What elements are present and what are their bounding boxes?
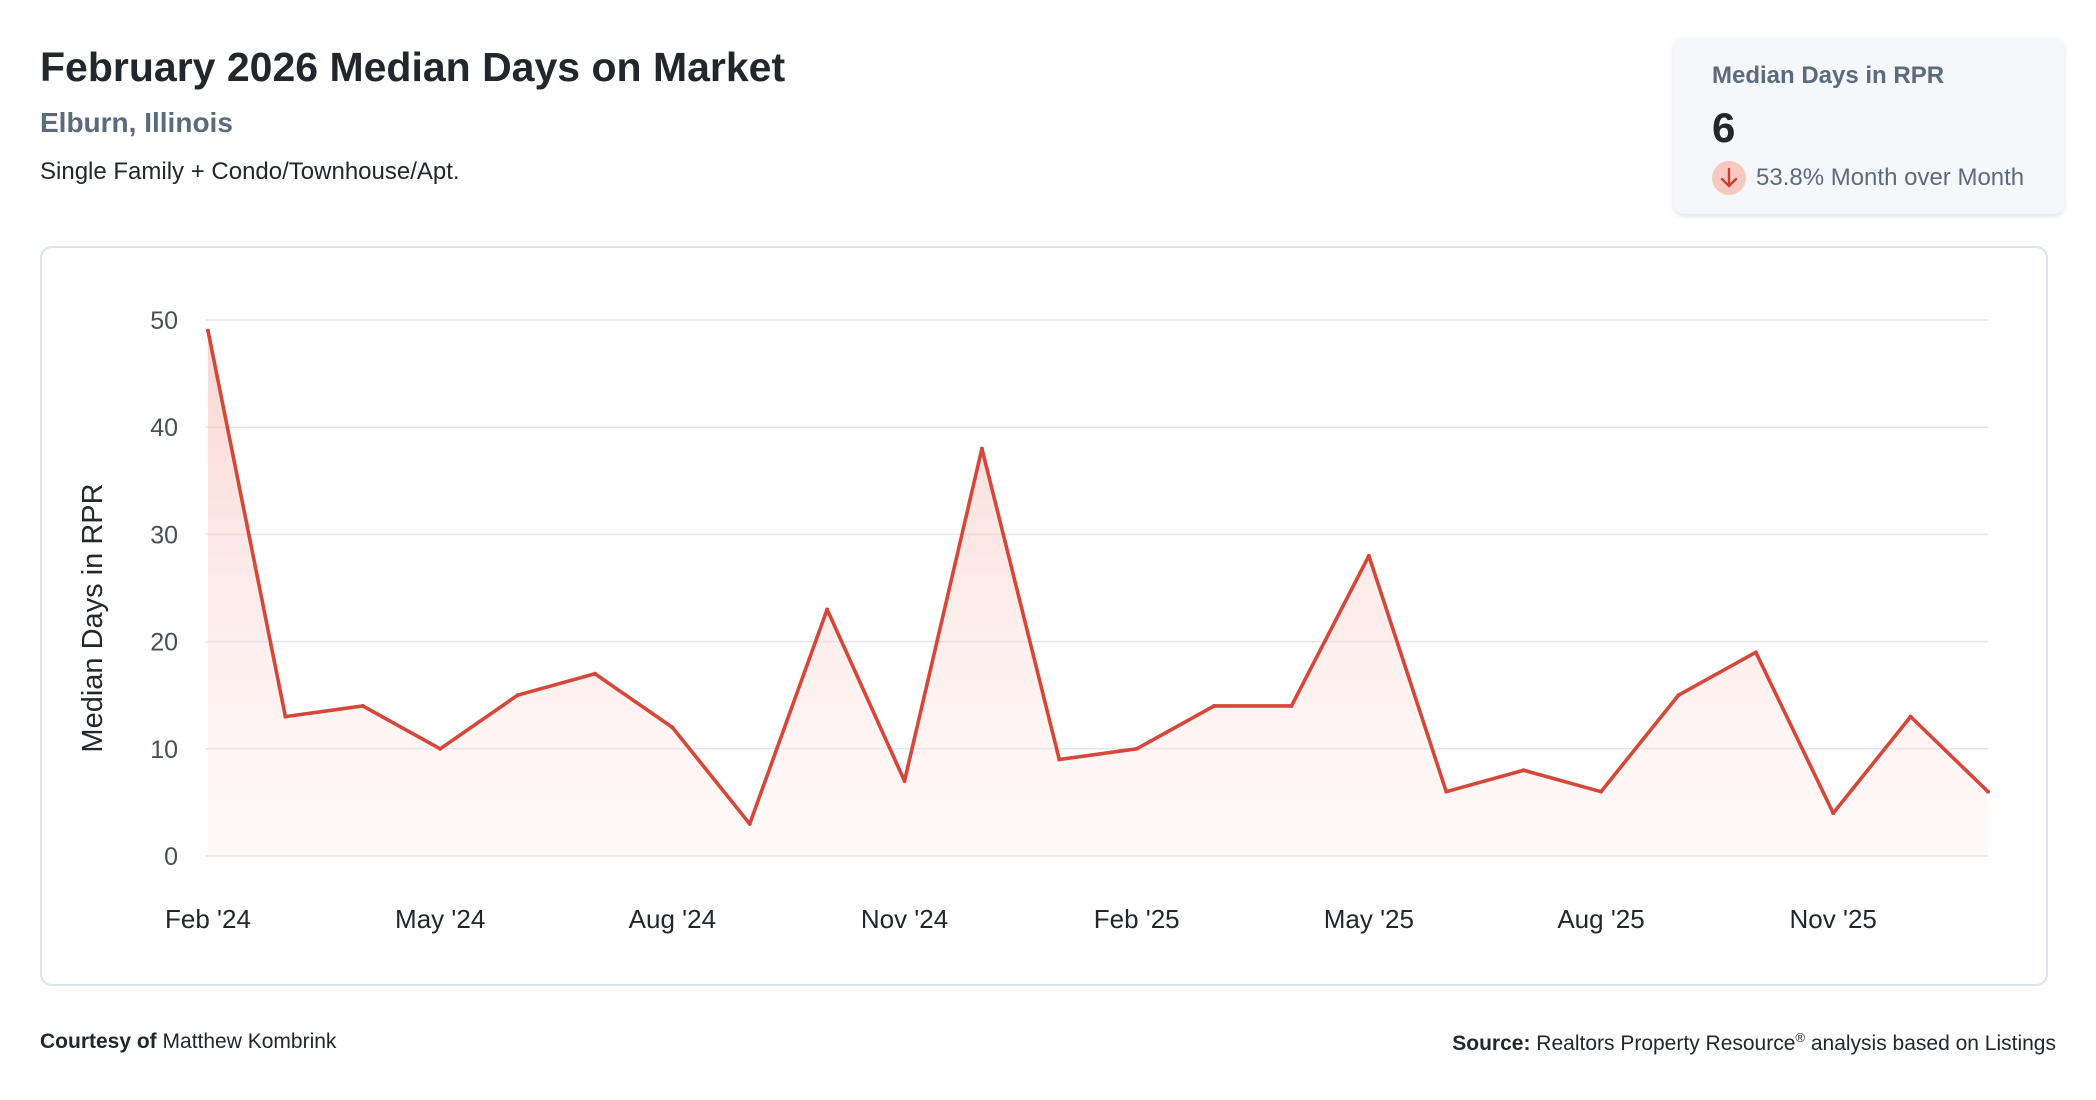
y-tick-label: 40 [150, 414, 178, 442]
data-point [1134, 746, 1139, 751]
data-point [1831, 811, 1836, 816]
courtesy-note: Courtesy of Matthew Kombrink [40, 1030, 336, 1054]
data-point [1057, 757, 1062, 762]
data-point [1444, 789, 1449, 794]
data-point [1908, 714, 1913, 719]
x-tick-label: Feb '24 [165, 904, 251, 934]
data-point [592, 671, 597, 676]
x-tick-label: Aug '24 [629, 904, 716, 934]
data-point [825, 607, 830, 612]
y-axis-label: Median Days in RPR [77, 483, 109, 752]
source-suffix: analysis based on Listings [1805, 1032, 2056, 1055]
registered-mark: ® [1795, 1030, 1805, 1045]
data-point [206, 328, 210, 333]
chart-panel: 0 10 20 30 40 50 Feb '24 May '24 Aug '24 Nov '24… [40, 246, 2048, 986]
source-text: Realtors Property Resource [1536, 1032, 1796, 1055]
area-path [208, 330, 1988, 857]
x-tick-label: Nov '25 [1790, 904, 1877, 934]
data-point [1366, 553, 1371, 558]
stat-label: Median Days in RPR [1712, 62, 1945, 89]
y-tick-label: 50 [150, 307, 178, 335]
data-point [1289, 703, 1294, 708]
property-types-label: Single Family + Condo/Townhouse/Apt. [40, 158, 460, 185]
y-tick-label: 30 [150, 521, 178, 549]
y-axis-ticks: 0 10 20 30 40 50 [150, 307, 178, 871]
data-point [1212, 703, 1217, 708]
courtesy-prefix: Courtesy of [40, 1030, 157, 1053]
data-point [1521, 768, 1526, 773]
data-point [515, 693, 520, 698]
source-note: Source: Realtors Property Resource® anal… [1452, 1030, 2056, 1056]
y-tick-label: 10 [150, 736, 178, 764]
x-tick-label: Nov '24 [861, 904, 948, 934]
source-prefix: Source: [1452, 1032, 1531, 1055]
stat-value: 6 [1712, 104, 1736, 151]
x-tick-label: Aug '25 [1557, 904, 1644, 934]
y-tick-label: 20 [150, 629, 178, 657]
data-point [438, 746, 443, 751]
series-polyline [206, 328, 1990, 826]
stat-change-text: 53.8% Month over Month [1756, 164, 2025, 191]
x-tick-label: May '24 [395, 904, 485, 934]
data-point [747, 821, 752, 826]
data-point [1986, 789, 1990, 794]
data-point [902, 778, 907, 783]
x-axis-ticks: Feb '24 May '24 Aug '24 Nov '24 Feb '25 May '… [165, 904, 1877, 934]
median-days-chart: 0 10 20 30 40 50 Feb '24 May '24 Aug '24 Nov '24… [77, 307, 1990, 934]
stat-change: 53.8% Month over Month [1712, 161, 2024, 195]
data-point [1753, 650, 1758, 655]
data-point [283, 714, 288, 719]
data-point [670, 725, 675, 730]
data-point [1599, 789, 1604, 794]
location-label: Elburn, Illinois [40, 107, 233, 138]
y-tick-label: 0 [164, 843, 178, 871]
data-point [1676, 693, 1681, 698]
courtesy-name: Matthew Kombrink [162, 1030, 337, 1053]
x-tick-label: Feb '25 [1094, 904, 1180, 934]
x-tick-label: May '25 [1324, 904, 1414, 934]
arrow-down-icon [1712, 161, 1746, 195]
median-days-stat-card: Median Days in RPR 6 53.8% Month over Mo… [1674, 38, 2064, 214]
area-fill [208, 330, 1988, 857]
series-line [206, 328, 1990, 826]
data-point [979, 446, 984, 451]
data-point [360, 703, 365, 708]
page-title: February 2026 Median Days on Market [40, 44, 786, 90]
